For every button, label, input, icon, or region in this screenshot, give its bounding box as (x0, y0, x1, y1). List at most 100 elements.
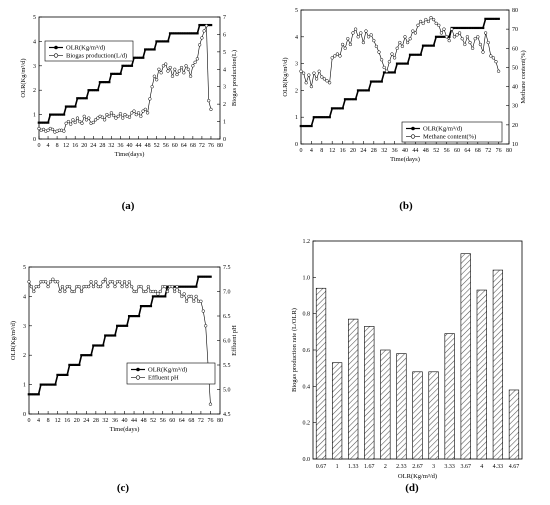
data-point (64, 121, 68, 125)
olr-point (476, 26, 480, 30)
data-point (353, 27, 358, 31)
y-tick-label: 2 (33, 88, 36, 94)
olr-point (77, 363, 81, 367)
y2-tick-label: 40 (512, 85, 518, 91)
data-point (314, 77, 319, 81)
data-point (157, 67, 161, 71)
data-point (116, 114, 120, 118)
data-point (180, 294, 184, 299)
x-tick-label: 40 (122, 418, 128, 424)
data-point (105, 112, 109, 117)
data-point (201, 309, 205, 313)
olr-point (125, 64, 129, 67)
olr-point (315, 116, 318, 119)
data-point (382, 65, 386, 70)
x-tick-label: 48 (423, 148, 429, 154)
data-point (372, 38, 376, 43)
y2-tick-label: 5.5 (223, 363, 231, 369)
data-point (405, 40, 410, 45)
y2-tick-label: 50 (512, 65, 518, 71)
data-point (452, 35, 457, 39)
x-tick-label: 36 (112, 418, 118, 424)
x-tick-label: 0.67 (316, 464, 327, 470)
olr-point (406, 62, 409, 65)
olr-point (125, 324, 129, 327)
olr-point (180, 285, 184, 288)
data-point (127, 115, 132, 119)
data-point (463, 42, 467, 47)
olr-point (304, 124, 308, 128)
olr-point (134, 56, 138, 59)
data-point (335, 52, 340, 56)
y-tick-label: 1.0 (303, 275, 311, 281)
plot-frame (28, 266, 221, 415)
olr-point (168, 32, 172, 35)
data-point (158, 289, 162, 294)
x-tick-label: 68 (190, 143, 196, 149)
y-tick-label: 0.2 (303, 421, 311, 427)
x-tick-label: 72 (198, 418, 204, 424)
olr-point (486, 17, 490, 20)
olr-point (62, 113, 66, 116)
x-tick-label: 72 (199, 143, 205, 149)
y-tick-label: 0.4 (303, 384, 311, 390)
bar (331, 362, 343, 460)
olr-point (34, 393, 38, 396)
y-tick-label: 5 (33, 15, 36, 21)
olr-point (80, 354, 83, 357)
olr-point (209, 23, 213, 27)
olr-point (343, 98, 347, 101)
olr-point (139, 56, 143, 59)
data-point (170, 284, 174, 289)
olr-point (106, 334, 110, 337)
data-point (91, 284, 96, 289)
data-point (113, 284, 117, 289)
data-point (75, 116, 80, 120)
data-point (465, 35, 470, 39)
bar (364, 326, 375, 460)
olr-point (104, 334, 107, 337)
y2-tick-label: 20 (512, 123, 518, 129)
olr-point (440, 35, 443, 38)
x-tick-label: 36 (392, 148, 398, 154)
y-tick-label: 4 (33, 39, 36, 45)
olr-point (455, 26, 459, 30)
olr-point (85, 97, 88, 100)
bar (380, 349, 391, 460)
x-tick-label: 32 (108, 143, 114, 149)
olr-point (65, 373, 69, 376)
legend: OLR(Kg/m³/d)Biogas production(L/d) (44, 40, 134, 62)
olr-point (333, 107, 337, 110)
legend-entry: OLR(Kg/m³/d) (148, 367, 187, 374)
olr-point (110, 72, 113, 75)
olr-point (299, 124, 303, 128)
legend-entry: Effluent pH (148, 375, 179, 382)
y-tick-label: 1.2 (303, 239, 311, 245)
data-point (309, 84, 314, 89)
x-tick-label: 16 (72, 143, 78, 149)
olr-point (85, 354, 88, 357)
olr-point (395, 62, 399, 65)
olr-point (190, 285, 193, 288)
data-point (173, 67, 177, 71)
data-point (489, 54, 493, 58)
data-point (403, 35, 407, 39)
olr-point (196, 32, 199, 35)
panel-caption: (b) (399, 200, 413, 212)
data-point (172, 289, 177, 294)
olr-point (82, 97, 86, 100)
data-point (82, 114, 86, 118)
olr-point (346, 98, 350, 101)
data-point (175, 72, 179, 77)
data-point (418, 19, 423, 24)
data-point (359, 31, 363, 35)
y-axis-label: OLR(Kg/m³/d) (20, 58, 27, 97)
y2-tick-label: 60 (512, 46, 518, 52)
x-tick-label: 52 (433, 148, 439, 154)
olr-point (53, 113, 57, 116)
data-point (141, 109, 145, 113)
x-tick-label: 8 (320, 148, 323, 154)
data-point (56, 280, 60, 284)
chart-panel-b: (b)0 4 8 12 16 20 24 28 32 36 40 44 48 52 56 60 64 68 72 76… (282, 8, 527, 212)
data-point (413, 31, 418, 35)
